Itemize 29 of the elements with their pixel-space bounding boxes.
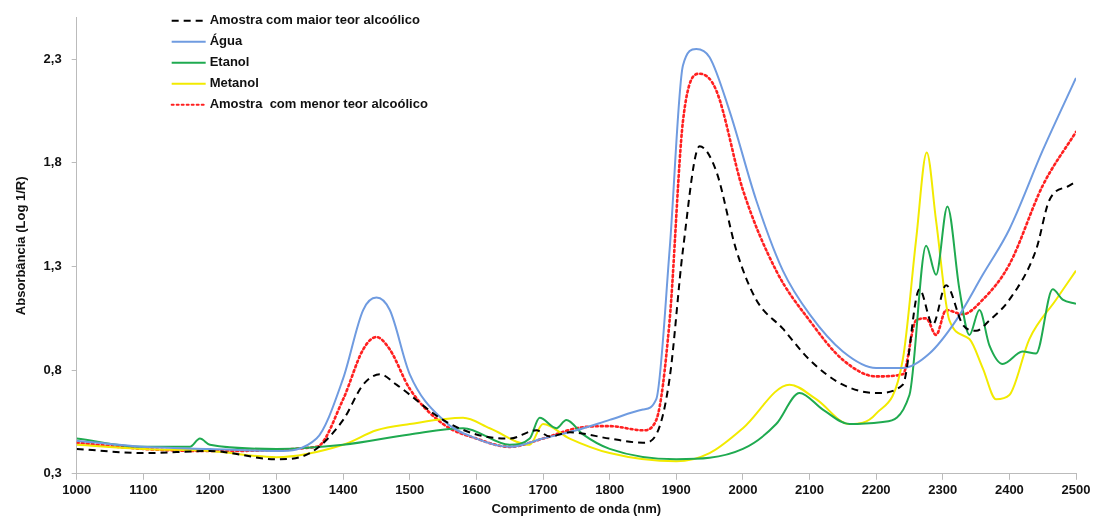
x-tick-label: 1300 xyxy=(262,482,291,498)
x-tick-label: 2400 xyxy=(994,482,1024,498)
x-axis-title: Comprimento de onda (nm) xyxy=(491,500,662,516)
legend-label: Etanol xyxy=(209,54,250,70)
y-tick-label: 0,8 xyxy=(43,361,62,377)
x-tick-label: 2300 xyxy=(928,482,958,498)
x-tick-label: 2100 xyxy=(795,482,824,498)
y-tick-label: 1,8 xyxy=(43,154,62,170)
x-tick-label: 2000 xyxy=(728,482,758,498)
x-tick-label: 1800 xyxy=(595,482,625,498)
x-tick-label: 2200 xyxy=(861,482,891,498)
x-tick-label: 1100 xyxy=(129,482,158,498)
x-tick-label: 2500 xyxy=(1061,482,1091,498)
legend-label: Água xyxy=(209,33,243,49)
x-tick-label: 1200 xyxy=(195,482,225,498)
y-tick-label: 1,3 xyxy=(43,258,62,274)
x-tick-label: 1900 xyxy=(661,482,691,498)
line-series xyxy=(76,205,1076,461)
x-tick-label: 1600 xyxy=(461,482,491,498)
legend-label: Amostra com maior teor alcoólico xyxy=(209,12,420,28)
y-axis-title: Absorbância (Log 1/R) xyxy=(13,176,29,316)
legend-label: Metanol xyxy=(209,75,259,91)
y-tick-label: 0,3 xyxy=(43,465,62,481)
x-tick-label: 1400 xyxy=(328,482,358,498)
y-tick-label: 2,3 xyxy=(43,50,62,66)
x-tick-label: 1700 xyxy=(528,482,558,498)
x-tick-label: 1500 xyxy=(395,482,425,498)
x-tick-label: 1000 xyxy=(62,482,92,498)
legend-label: Amostra com menor teor alcoólico xyxy=(209,96,428,112)
